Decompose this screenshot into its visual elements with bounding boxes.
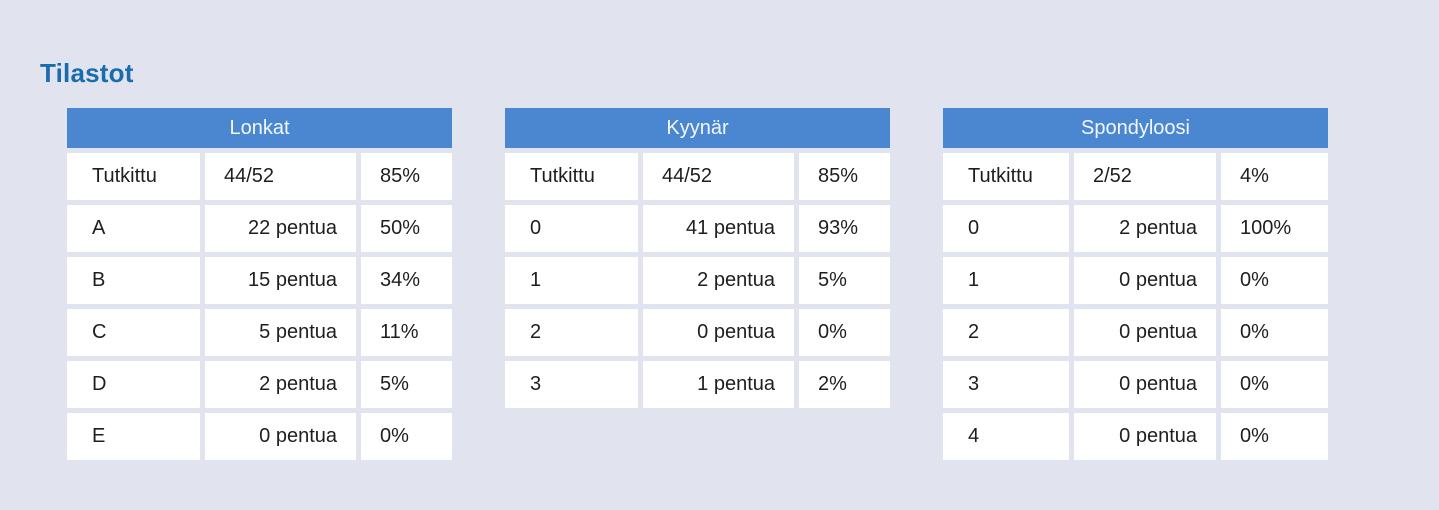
page-title: Tilastot [40, 58, 134, 88]
row-percent-cell: 0% [799, 309, 890, 356]
row-label-cell: 2 [505, 309, 638, 356]
tables-row: Lonkat Tutkittu 44/52 85% A 22 pentua 50% B 15 p… [67, 108, 1328, 460]
row-label-cell: 0 [505, 205, 638, 252]
row-value-cell: 0 pentua [1074, 361, 1216, 408]
row-value-cell: 15 pentua [205, 257, 356, 304]
row-percent-cell: 0% [361, 413, 452, 460]
row-percent-cell: 0% [1221, 257, 1328, 304]
table-row: 0 41 pentua 93% [505, 205, 890, 252]
row-label-cell: E [67, 413, 200, 460]
table-row: A 22 pentua 50% [67, 205, 452, 252]
row-percent-cell: 5% [361, 361, 452, 408]
row-value-cell: 0 pentua [1074, 309, 1216, 356]
row-value-cell: 0 pentua [205, 413, 356, 460]
row-value-cell: 41 pentua [643, 205, 794, 252]
row-percent-cell: 85% [361, 153, 452, 200]
row-value-cell: 44/52 [205, 153, 356, 200]
table-header-spondyloosi: Spondyloosi [943, 108, 1328, 148]
row-value-cell: 0 pentua [643, 309, 794, 356]
row-label-cell: 3 [505, 361, 638, 408]
table-row: Tutkittu 44/52 85% [67, 153, 452, 200]
row-value-cell: 0 pentua [1074, 413, 1216, 460]
table-header-kyynar: Kyynär [505, 108, 890, 148]
row-percent-cell: 93% [799, 205, 890, 252]
row-label-cell: 2 [943, 309, 1069, 356]
row-label-cell: 0 [943, 205, 1069, 252]
row-value-cell: 1 pentua [643, 361, 794, 408]
row-percent-cell: 4% [1221, 153, 1328, 200]
row-percent-cell: 0% [1221, 361, 1328, 408]
table-row: Tutkittu 44/52 85% [505, 153, 890, 200]
row-percent-cell: 0% [1221, 309, 1328, 356]
row-percent-cell: 11% [361, 309, 452, 356]
row-label-cell: D [67, 361, 200, 408]
table-row: B 15 pentua 34% [67, 257, 452, 304]
stats-table-lonkat: Lonkat Tutkittu 44/52 85% A 22 pentua 50% B 15 p… [67, 108, 452, 460]
row-label-cell: Tutkittu [67, 153, 200, 200]
row-label-cell: 1 [943, 257, 1069, 304]
row-label-cell: B [67, 257, 200, 304]
table-row: Tutkittu 2/52 4% [943, 153, 1328, 200]
row-value-cell: 2/52 [1074, 153, 1216, 200]
row-label-cell: Tutkittu [505, 153, 638, 200]
row-label-cell: 3 [943, 361, 1069, 408]
row-percent-cell: 2% [799, 361, 890, 408]
row-label-cell: Tutkittu [943, 153, 1069, 200]
row-value-cell: 44/52 [643, 153, 794, 200]
row-value-cell: 2 pentua [643, 257, 794, 304]
stats-table-kyynar: Kyynär Tutkittu 44/52 85% 0 41 pentua 93% 1 2 pe… [505, 108, 890, 408]
row-percent-cell: 100% [1221, 205, 1328, 252]
row-value-cell: 2 pentua [205, 361, 356, 408]
table-header-lonkat: Lonkat [67, 108, 452, 148]
row-value-cell: 5 pentua [205, 309, 356, 356]
row-percent-cell: 50% [361, 205, 452, 252]
row-percent-cell: 5% [799, 257, 890, 304]
row-label-cell: 4 [943, 413, 1069, 460]
stats-table-spondyloosi: Spondyloosi Tutkittu 2/52 4% 0 2 pentua 100% 1 0… [943, 108, 1328, 460]
row-percent-cell: 85% [799, 153, 890, 200]
row-value-cell: 2 pentua [1074, 205, 1216, 252]
row-percent-cell: 0% [1221, 413, 1328, 460]
row-label-cell: 1 [505, 257, 638, 304]
row-percent-cell: 34% [361, 257, 452, 304]
row-label-cell: A [67, 205, 200, 252]
row-label-cell: C [67, 309, 200, 356]
row-value-cell: 0 pentua [1074, 257, 1216, 304]
row-value-cell: 22 pentua [205, 205, 356, 252]
